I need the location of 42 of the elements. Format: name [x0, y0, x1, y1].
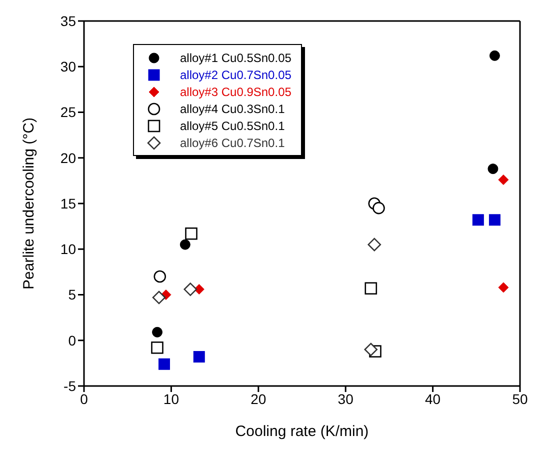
y-tick-label: 0	[68, 332, 76, 348]
point	[488, 164, 498, 174]
legend-label: alloy#5 Cu0.5Sn0.1	[180, 118, 285, 132]
legend-label: alloy#1 Cu0.5Sn0.05	[180, 50, 292, 64]
point	[498, 174, 509, 186]
point	[372, 202, 385, 214]
point	[368, 238, 382, 252]
legend-label: alloy#2 Cu0.7Sn0.05	[180, 68, 292, 82]
point	[364, 282, 378, 295]
x-tick-label: 40	[425, 390, 441, 407]
y-axis-title: Pearlite undercooling (°C)	[20, 118, 38, 290]
point	[498, 282, 509, 293]
y-tick-label: -5	[64, 378, 76, 394]
x-tick-label: 20	[250, 390, 266, 407]
legend-label: alloy#4 Cu0.3Sn0.1	[180, 102, 285, 116]
x-tick-label: 10	[163, 390, 180, 407]
y-tick-label: 10	[60, 241, 76, 258]
point	[152, 326, 162, 338]
point	[488, 214, 500, 226]
legend-label: alloy#3 Cu0.9Sn0.05	[180, 84, 292, 98]
y-tick-label: 20	[60, 150, 76, 166]
x-tick-label: 30	[338, 390, 354, 407]
x-axis-title: Cooling rate (K/min)	[235, 423, 369, 440]
point	[151, 342, 164, 354]
point	[152, 290, 166, 304]
point	[472, 214, 484, 226]
y-tick-label: 25	[60, 104, 76, 120]
point	[180, 239, 190, 250]
point	[185, 227, 198, 240]
point	[154, 270, 166, 283]
point	[158, 358, 170, 370]
y-tick-label: 5	[68, 286, 76, 303]
x-tick-label: 0	[80, 390, 88, 407]
point	[489, 50, 500, 61]
point	[184, 282, 198, 296]
point	[193, 351, 205, 363]
y-tick-label: 15	[60, 195, 76, 212]
y-tick-label: 35	[60, 12, 76, 29]
legend-label: alloy#6 Cu0.7Sn0.1	[180, 136, 285, 150]
y-tick-label: 30	[60, 58, 76, 75]
point	[364, 342, 378, 356]
x-tick-label: 50	[512, 390, 528, 407]
